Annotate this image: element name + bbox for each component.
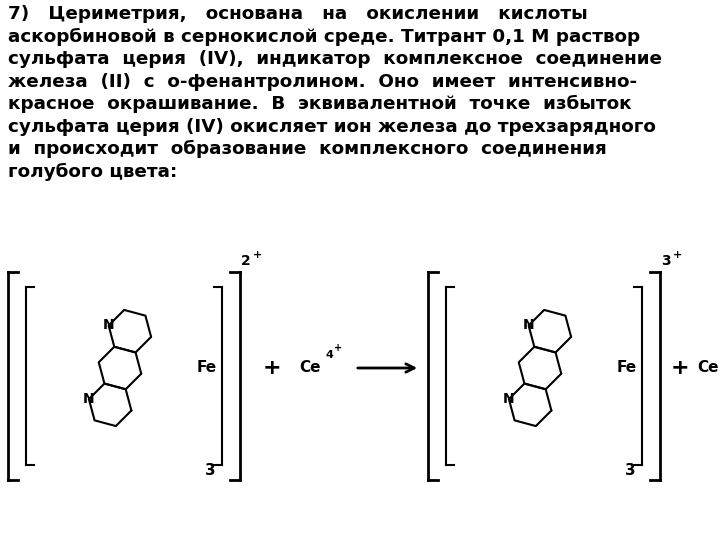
Text: 7)   Цериметрия,   основана   на   окислении   кислоты
аскорбиновой в сернокисло: 7) Цериметрия, основана на окислении кис… <box>8 5 662 181</box>
Text: +: + <box>263 358 282 378</box>
Text: 3: 3 <box>661 254 670 268</box>
Text: Ce: Ce <box>697 361 719 375</box>
Text: +: + <box>673 250 683 260</box>
Text: 3: 3 <box>625 463 635 478</box>
Text: Fe: Fe <box>617 361 637 375</box>
Text: N: N <box>83 392 95 406</box>
Text: 3: 3 <box>204 463 215 478</box>
Text: Ce: Ce <box>300 361 320 375</box>
Text: N: N <box>103 319 114 333</box>
Text: Fe: Fe <box>197 361 217 375</box>
Text: +: + <box>671 358 689 378</box>
Text: 2: 2 <box>241 254 251 268</box>
Text: N: N <box>523 319 534 333</box>
Text: +: + <box>334 343 342 353</box>
Text: +: + <box>253 250 262 260</box>
Text: N: N <box>503 392 515 406</box>
Text: 4: 4 <box>326 350 334 360</box>
